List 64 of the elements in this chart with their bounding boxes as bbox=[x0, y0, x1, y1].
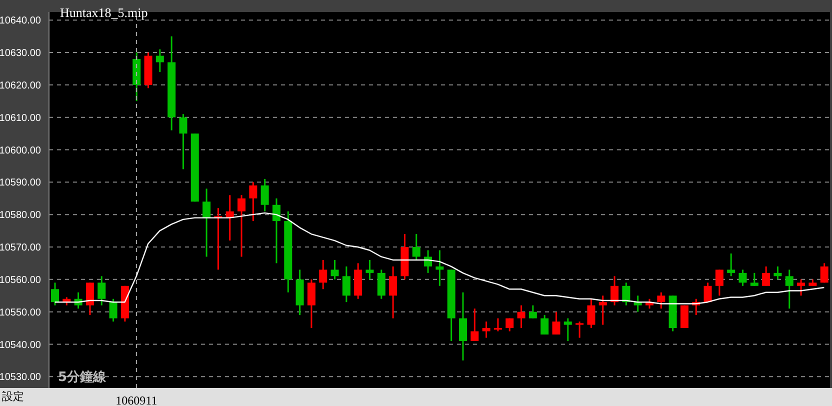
candlestick bbox=[587, 298, 596, 329]
candlestick bbox=[622, 282, 630, 306]
candlestick bbox=[750, 272, 758, 287]
y-tick-label: 10630.00 bbox=[0, 48, 42, 60]
candlestick bbox=[576, 320, 584, 339]
candlestick bbox=[564, 318, 572, 342]
y-tick-label: 10590.00 bbox=[0, 178, 42, 189]
candlestick bbox=[424, 249, 432, 274]
candlestick bbox=[762, 266, 770, 287]
candlestick bbox=[727, 252, 736, 277]
y-tick-label: 10570.00 bbox=[0, 242, 42, 254]
candlestick bbox=[738, 268, 747, 287]
candlestick bbox=[156, 48, 164, 73]
annotation: 5分鐘線 bbox=[58, 369, 106, 386]
candlestick bbox=[238, 194, 246, 258]
candlestick bbox=[366, 259, 374, 280]
candlestick bbox=[319, 259, 328, 290]
candlestick bbox=[389, 266, 398, 320]
candlestick bbox=[98, 275, 106, 306]
candlestick bbox=[51, 282, 59, 306]
y-tick-label: 10610.00 bbox=[0, 112, 42, 124]
y-tick-label: 10620.00 bbox=[0, 80, 42, 92]
candlestick bbox=[377, 268, 386, 300]
candlestick bbox=[785, 268, 794, 310]
candlestick bbox=[704, 282, 712, 303]
candlestick bbox=[436, 249, 444, 287]
y-tick-label: 10640.00 bbox=[0, 16, 42, 27]
y-tick-label: 10550.00 bbox=[0, 307, 42, 318]
y-tick-label: 10540.00 bbox=[0, 340, 42, 351]
candlestick bbox=[540, 314, 549, 336]
y-tick-label: 10560.00 bbox=[0, 274, 42, 286]
candlestick bbox=[307, 278, 316, 329]
candlestick bbox=[482, 320, 490, 339]
candlestick bbox=[820, 262, 828, 284]
candlestick bbox=[249, 181, 258, 222]
candlestick bbox=[610, 275, 619, 306]
candlestick bbox=[179, 113, 188, 170]
candlestick bbox=[342, 266, 350, 303]
candlestick bbox=[797, 278, 806, 296]
candlestick bbox=[528, 304, 537, 320]
y-tick-label: 10600.00 bbox=[0, 145, 42, 156]
candlestick bbox=[552, 311, 560, 336]
candlestick bbox=[598, 294, 607, 326]
annotation: Huntax18_5.mip bbox=[60, 5, 148, 21]
candlestick bbox=[272, 198, 280, 264]
candlestick bbox=[657, 292, 666, 310]
candlestick bbox=[330, 259, 339, 280]
candlestick bbox=[412, 233, 420, 261]
x-tick-label: 1060911 bbox=[116, 394, 158, 406]
candlestick bbox=[715, 268, 724, 296]
candlestick bbox=[86, 282, 94, 316]
candlestick bbox=[517, 304, 526, 329]
candlestick bbox=[506, 318, 514, 332]
text: 設定 bbox=[2, 389, 24, 404]
candlestick bbox=[109, 298, 118, 322]
y-tick-label: 10580.00 bbox=[0, 210, 42, 222]
candlestick bbox=[202, 188, 211, 258]
candlestick bbox=[458, 292, 467, 362]
candlestick bbox=[634, 294, 642, 313]
y-tick-label: 10530.00 bbox=[0, 372, 42, 384]
candlestick bbox=[260, 178, 269, 212]
candlestick bbox=[470, 308, 479, 342]
candlestick bbox=[774, 266, 782, 280]
candlestick bbox=[494, 318, 502, 332]
